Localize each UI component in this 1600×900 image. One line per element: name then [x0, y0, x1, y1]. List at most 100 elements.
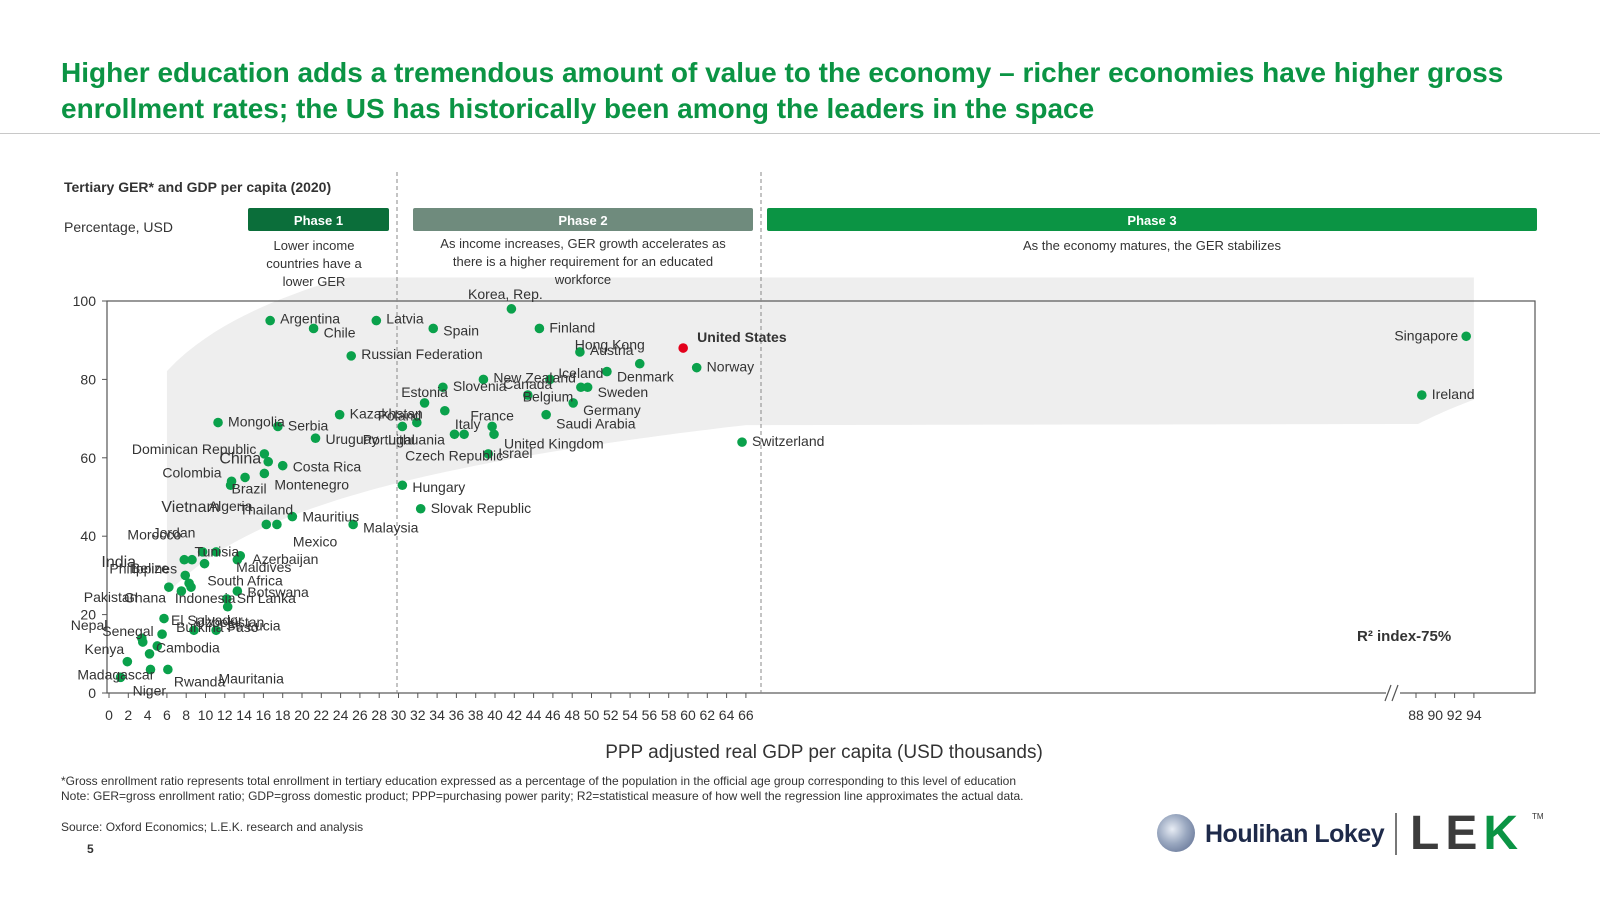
y-tick-label: 20	[80, 607, 96, 623]
point-label: Lithuania	[388, 431, 445, 447]
point-united-kingdom	[489, 429, 499, 440]
x-tick-label: 14	[236, 707, 252, 723]
point-label: Saudi Arabia	[556, 416, 636, 432]
x-tick-label: 58	[661, 707, 677, 723]
phase-label-3: Phase 3	[1127, 213, 1176, 228]
point-ireland	[1416, 390, 1427, 400]
x-tick-label: 48	[564, 707, 580, 723]
axis-break-mark	[1384, 684, 1392, 702]
lek-logo: LEK	[1410, 806, 1524, 860]
point-senegal	[152, 641, 163, 651]
point-label: South Africa	[207, 573, 283, 589]
point-label: Kazakhstan	[350, 406, 423, 422]
point-algeria	[225, 480, 236, 491]
point-india	[176, 586, 187, 596]
point-jordan	[187, 554, 197, 565]
point-label: Mexico	[293, 533, 338, 549]
x-tick-label: 46	[545, 707, 561, 723]
point-russian-federation	[346, 351, 357, 361]
point-label: Uzbekistan	[195, 614, 264, 630]
point-label: Hong Kong	[575, 337, 645, 353]
x-tick-label: 32	[410, 707, 426, 723]
y-tick-label: 40	[80, 528, 96, 544]
point-label: Brazil	[232, 480, 267, 496]
point-label: Denmark	[617, 369, 675, 385]
point-label: Montenegro	[274, 476, 349, 492]
point-label: China	[219, 451, 261, 468]
point-uzbekistan	[222, 601, 233, 612]
point-label: Mauritania	[218, 670, 284, 686]
point-slovenia	[438, 382, 448, 393]
x-tick-label: 66	[738, 707, 754, 723]
point-label: Vietnam	[161, 499, 219, 516]
point-label: Malaysia	[363, 519, 418, 535]
point-estonia	[419, 398, 430, 408]
point-label: Thailand	[239, 501, 293, 517]
x-tick-label: 62	[700, 707, 716, 723]
point-finland	[534, 323, 545, 334]
lek-letter-e: E	[1445, 807, 1484, 860]
phase-label-2: Phase 2	[558, 213, 607, 228]
phase-banner-1	[248, 208, 389, 231]
point-label: Latvia	[386, 311, 424, 327]
y-tick-label: 60	[80, 450, 96, 466]
phase-banners: Phase 1 Lower income countries have a lower…	[248, 208, 1537, 289]
point-label: St. Lucia	[226, 617, 281, 633]
point-canada	[523, 390, 533, 400]
point-iceland	[576, 382, 586, 393]
point-belgium	[545, 374, 555, 385]
footnote-abbreviations: Note: GER=gross enrollment ratio; GDP=gr…	[61, 789, 1024, 803]
point-rwanda	[163, 664, 173, 675]
point-montenegro	[259, 468, 270, 479]
point-label: Costa Rica	[293, 459, 362, 475]
trademark-mark: TM	[1532, 812, 1544, 821]
point-label: Colombia	[162, 464, 221, 480]
x-tick-label: 22	[314, 707, 330, 723]
point-austria	[575, 347, 585, 357]
point-korea-rep-	[506, 304, 517, 314]
chart-title: Tertiary GER* and GDP per capita (2020)	[64, 179, 331, 195]
x-tick-label: 60	[680, 707, 696, 723]
phase-label-1: Phase 1	[294, 213, 343, 228]
footnote-ger: *Gross enrollment ratio represents total…	[61, 774, 1017, 788]
x-tick-label: 20	[294, 707, 310, 723]
phase-description-2: there is a higher requirement for an edu…	[453, 254, 713, 269]
point-label: Algeria	[209, 498, 253, 514]
point-lithuania	[449, 429, 460, 440]
point-el-salvador	[186, 582, 196, 592]
x-tick-label: 4	[144, 707, 152, 723]
point-slovak-republic	[415, 503, 426, 514]
point-kazakhstan	[334, 409, 345, 420]
point-norway	[691, 362, 702, 373]
point-brazil	[240, 472, 250, 483]
point-label: Slovak Republic	[431, 500, 531, 516]
title-divider	[0, 133, 1600, 134]
x-tick-label: 90	[1428, 707, 1444, 723]
point-label: Indonesia	[175, 590, 236, 606]
point-label: Serbia	[288, 417, 329, 433]
point-label: New Zealand	[493, 369, 576, 385]
x-tick-label: 50	[584, 707, 600, 723]
point-label: Singapore	[1394, 327, 1458, 343]
phase-description-1: lower GER	[283, 274, 346, 289]
point-thailand	[261, 519, 272, 530]
point-new-zealand	[478, 374, 489, 385]
phase-banner-2	[413, 208, 753, 231]
phase-description-2: workforce	[554, 272, 611, 287]
phase-description-1: Lower income	[274, 238, 355, 253]
point-czech-republic	[459, 429, 469, 440]
point-label: Ireland	[1432, 386, 1475, 402]
x-axis-label: PPP adjusted real GDP per capita (USD th…	[605, 742, 1043, 763]
x-tick-label: 88	[1408, 707, 1424, 723]
point-label: Jordan	[153, 525, 196, 541]
point-malaysia	[348, 519, 358, 530]
point-mauritius	[287, 511, 298, 522]
point-label: Sri Lanka	[237, 590, 296, 606]
point-st-lucia	[211, 625, 221, 636]
point-label: Rwanda	[174, 673, 226, 689]
point-poland	[397, 421, 408, 432]
point-label: Tunisia	[195, 544, 240, 560]
